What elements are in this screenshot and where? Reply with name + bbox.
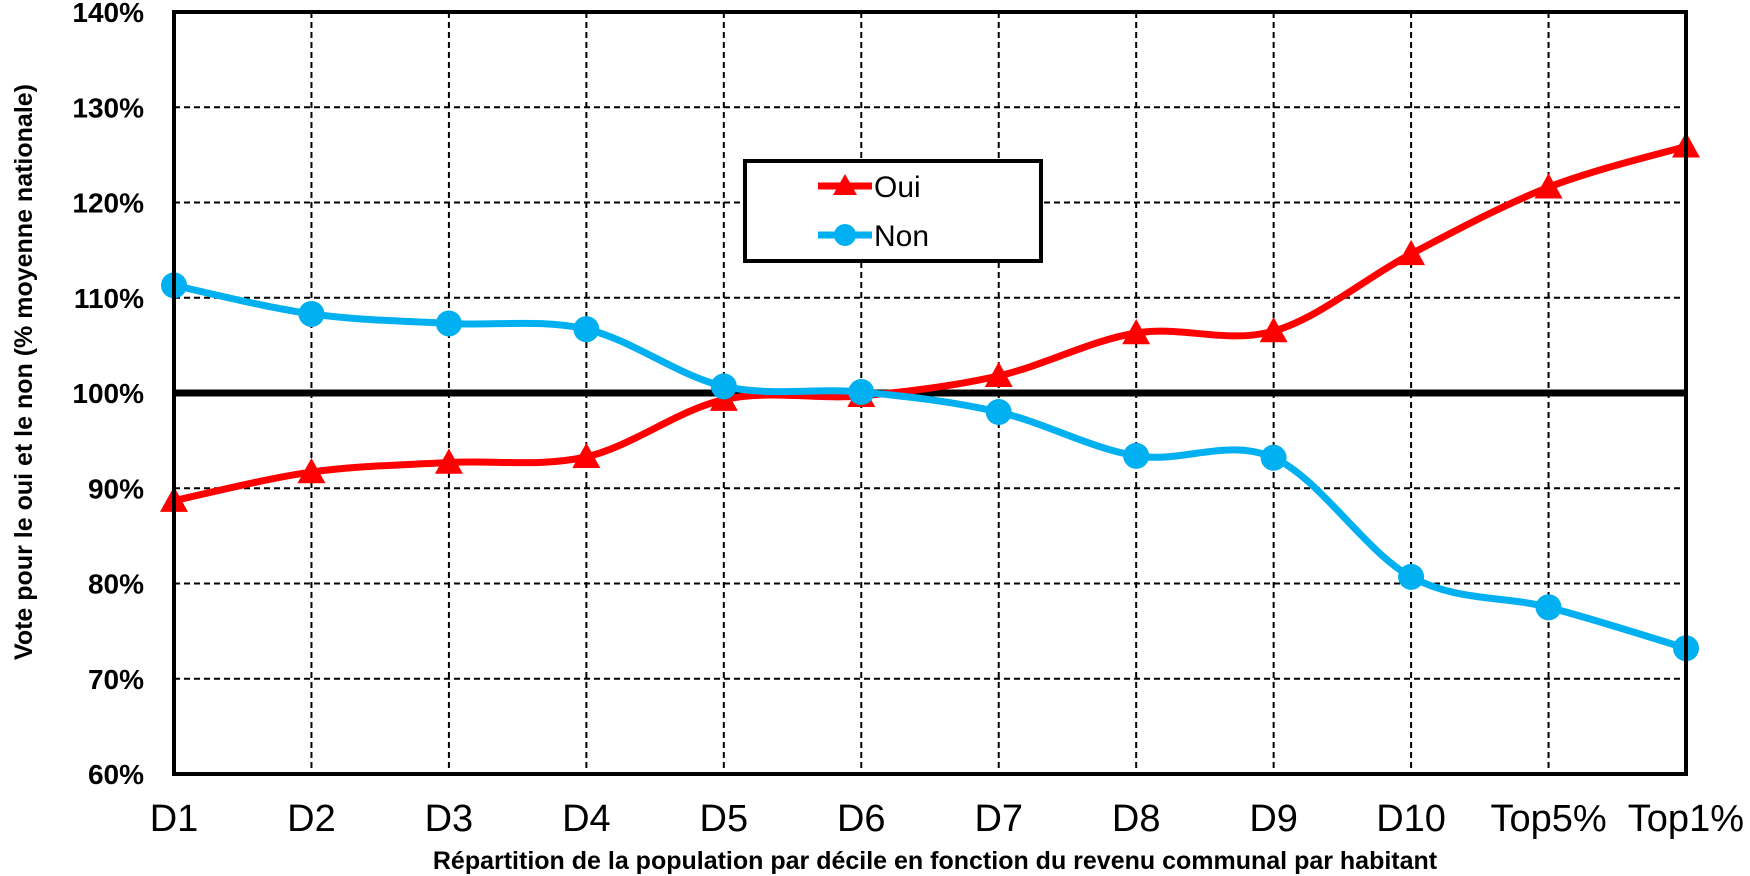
x-tick-label: Top5% [1490, 798, 1606, 840]
y-axis-ticks: 60% 70% 80% 90% 100% 110% 120% 130% 140% [72, 0, 144, 790]
series-oui-point [1122, 318, 1151, 345]
plot-frame [172, 10, 1688, 776]
x-tick-label: D3 [425, 798, 474, 840]
x-tick-label: Top1% [1628, 798, 1744, 840]
legend-non-label: Non [874, 220, 929, 253]
series-oui-point [297, 458, 326, 484]
legend-non-marker [834, 224, 856, 246]
legend-oui-marker [833, 174, 857, 195]
y-tick-label: 110% [74, 283, 144, 314]
series-non-point [298, 300, 325, 327]
series-non-point [848, 379, 875, 406]
series-oui-point [1259, 317, 1288, 343]
x-tick-label: D8 [1112, 798, 1161, 840]
x-tick-label: D10 [1376, 798, 1446, 840]
series-non-point [1260, 444, 1287, 471]
y-tick-label: 120% [72, 188, 144, 219]
series-non-point [1535, 594, 1562, 621]
series-non-point [1123, 442, 1150, 469]
series-oui-point [434, 448, 463, 474]
series [160, 132, 1700, 662]
series-oui-point [1534, 173, 1563, 199]
x-tick-label: D5 [700, 798, 749, 840]
x-axis-ticks: D1 D2 D3 D4 D5 D6 D7 D8 D9 D10 Top5% Top1% [150, 798, 1744, 840]
y-tick-label: 60% [88, 759, 144, 790]
series-non-point [710, 373, 737, 400]
series-oui-point [1397, 239, 1426, 266]
y-tick-label: 100% [72, 378, 144, 409]
x-tick-label: D6 [837, 798, 886, 840]
y-axis-label: Vote pour le oui et le non (% moyenne na… [10, 84, 38, 660]
y-tick-label: 70% [88, 664, 144, 695]
series-oui-point [984, 361, 1013, 388]
series-non-point [435, 310, 462, 337]
x-axis-label: Répartition de la population par décile … [433, 847, 1438, 875]
series-non-point [573, 316, 600, 343]
y-tick-label: 140% [72, 0, 144, 28]
x-tick-label: D9 [1249, 798, 1298, 840]
y-tick-label: 90% [88, 473, 144, 504]
x-tick-label: D1 [150, 798, 199, 840]
x-tick-label: D7 [974, 798, 1023, 840]
x-tick-label: D4 [562, 798, 611, 840]
series-oui-point [572, 442, 601, 469]
y-tick-label: 130% [72, 92, 144, 123]
legend: Oui Non [743, 159, 1043, 263]
series-non-point [1398, 563, 1425, 590]
series-non-point [985, 399, 1012, 426]
legend-box [743, 159, 1043, 263]
legend-oui-label: Oui [874, 171, 921, 204]
x-tick-label: D2 [287, 798, 336, 840]
y-tick-label: 80% [88, 569, 144, 600]
